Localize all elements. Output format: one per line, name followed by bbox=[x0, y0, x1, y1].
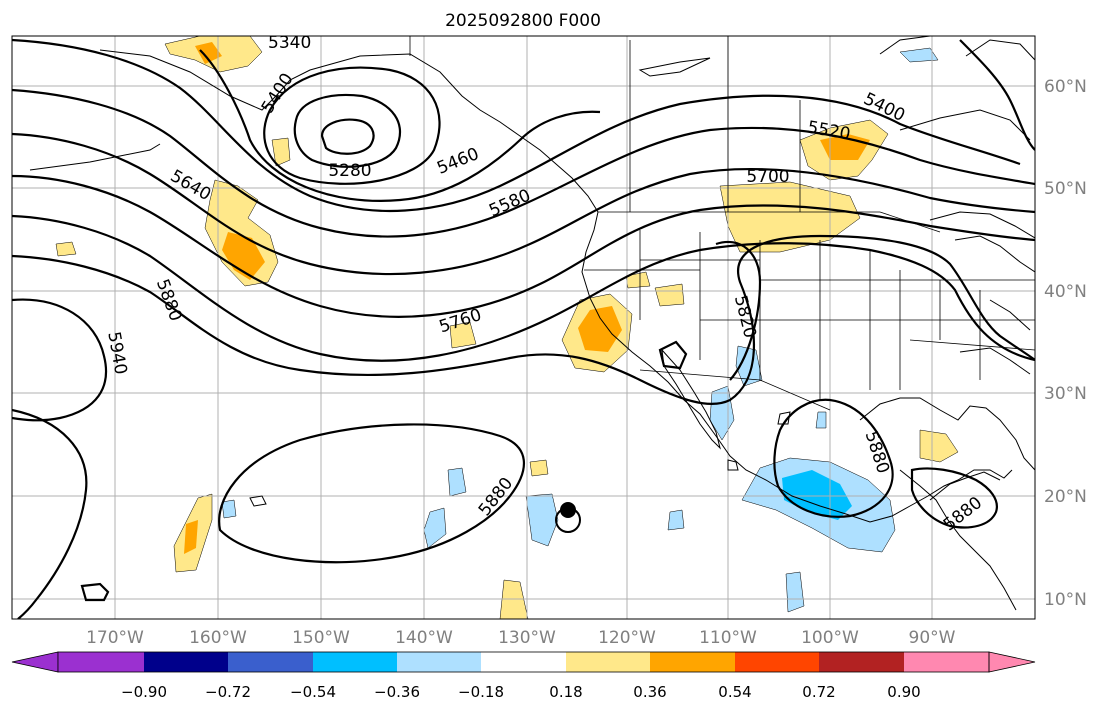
lat-label: 40°N bbox=[1044, 282, 1087, 302]
colorbar-segment bbox=[650, 652, 735, 672]
colorbar-segment bbox=[228, 652, 313, 672]
fill-negative-region bbox=[815, 411, 827, 429]
latitude-labels: 60°N 50°N 40°N 30°N 20°N 10°N bbox=[1044, 77, 1087, 610]
colorbar-tick-label: 0.18 bbox=[549, 683, 582, 701]
lat-label: 50°N bbox=[1044, 179, 1087, 199]
cyclone-marker bbox=[560, 502, 576, 518]
fill-negative-region bbox=[667, 509, 685, 531]
contour-5580 bbox=[12, 132, 1035, 276]
colorbar-segment bbox=[735, 652, 819, 672]
colorbar-extend-low bbox=[11, 651, 59, 673]
contour-5460 bbox=[12, 88, 1035, 238]
fill-positive-core bbox=[195, 42, 222, 64]
fill-positive-region bbox=[919, 429, 959, 463]
contour-5880-center bbox=[218, 423, 525, 564]
contour-5340 bbox=[199, 49, 601, 202]
colorbar-segment bbox=[481, 652, 566, 672]
fill-negative-region bbox=[525, 493, 559, 547]
contour-mid-low bbox=[263, 66, 441, 185]
colorbar-tick-label: −0.90 bbox=[121, 683, 167, 701]
fill-negative-region bbox=[221, 499, 237, 519]
contour-5880-west bbox=[12, 298, 108, 422]
colorbar-tick-label: −0.36 bbox=[374, 683, 420, 701]
contour-5880-southwest bbox=[12, 408, 88, 619]
colorbar-segment bbox=[144, 652, 228, 672]
lat-label: 30°N bbox=[1044, 384, 1087, 404]
lon-label: 90°W bbox=[909, 628, 956, 648]
fill-positive-region bbox=[55, 241, 77, 257]
map-frame bbox=[11, 35, 1036, 620]
lon-label: 170°W bbox=[86, 628, 144, 648]
fill-positive-region bbox=[271, 137, 291, 167]
colorbar-segment bbox=[58, 652, 144, 672]
contour-label: 5280 bbox=[328, 161, 371, 181]
contour-label: 5340 bbox=[268, 33, 311, 53]
colorbar-segment bbox=[397, 652, 481, 672]
fill-positive-core bbox=[578, 306, 622, 352]
contour-5640 bbox=[12, 174, 1035, 318]
colorbar-tick-label: 0.72 bbox=[802, 683, 835, 701]
coastlines bbox=[29, 36, 1035, 611]
height-contours bbox=[12, 38, 1035, 619]
contour-5880-ring bbox=[80, 582, 110, 602]
lon-label: 140°W bbox=[395, 628, 453, 648]
fill-negative-region bbox=[423, 507, 447, 549]
colorbar-tick-label: −0.72 bbox=[205, 683, 251, 701]
lon-label: 150°W bbox=[292, 628, 350, 648]
colorbar-tick-label: 0.90 bbox=[887, 683, 920, 701]
colorbar-tick-label: −0.54 bbox=[290, 683, 336, 701]
contour-5280-low bbox=[320, 118, 375, 155]
political-borders bbox=[409, 36, 1035, 411]
colorbar-segment bbox=[313, 652, 397, 672]
colorbar-segment bbox=[566, 652, 650, 672]
contour-inner-low bbox=[293, 93, 402, 168]
colorbar: −0.90 −0.72 −0.54 −0.36 −0.18 0.18 0.36 … bbox=[11, 651, 1036, 701]
map-area: 5340 5280 5460 5580 5640 5700 5520 5400 … bbox=[12, 33, 1035, 619]
shaded-anomaly-fields bbox=[55, 36, 959, 619]
fill-negative-region bbox=[899, 47, 939, 63]
colorbar-tick-label: −0.18 bbox=[458, 683, 504, 701]
longitude-labels: 170°W 160°W 150°W 140°W 130°W 120°W 110°… bbox=[86, 628, 956, 648]
contour-5880-small bbox=[658, 340, 688, 370]
contour-ne bbox=[959, 39, 1035, 151]
contour-5700 bbox=[12, 214, 1035, 362]
lon-label: 160°W bbox=[189, 628, 247, 648]
contour-east-gulf bbox=[910, 467, 998, 529]
cyclone-ring bbox=[555, 507, 581, 533]
colorbar-tick-label: 0.54 bbox=[718, 683, 751, 701]
fill-positive-region bbox=[449, 321, 477, 349]
lon-label: 120°W bbox=[598, 628, 656, 648]
colorbar-segment bbox=[819, 652, 904, 672]
fill-negative-region bbox=[447, 467, 467, 497]
contour-5400 bbox=[12, 38, 1021, 213]
figure-title: 2025092800 F000 bbox=[445, 11, 601, 31]
fill-positive-region bbox=[654, 283, 685, 307]
contour-label: 5700 bbox=[746, 167, 789, 187]
contour-5820 bbox=[715, 241, 762, 381]
fill-positive-region bbox=[529, 459, 549, 477]
colorbar-tick-label: 0.36 bbox=[633, 683, 666, 701]
fill-positive-core bbox=[184, 520, 198, 554]
lon-label: 100°W bbox=[801, 628, 859, 648]
lon-label: 130°W bbox=[498, 628, 556, 648]
contour-5880-east bbox=[773, 398, 894, 518]
lon-label: 110°W bbox=[699, 628, 757, 648]
fill-positive-core bbox=[222, 232, 265, 280]
lat-label: 60°N bbox=[1044, 77, 1087, 97]
lat-label: 10°N bbox=[1044, 590, 1087, 610]
contour-5760 bbox=[12, 234, 1035, 405]
lat-label: 20°N bbox=[1044, 487, 1087, 507]
colorbar-segment bbox=[904, 652, 989, 672]
colorbar-extend-high bbox=[988, 651, 1036, 673]
